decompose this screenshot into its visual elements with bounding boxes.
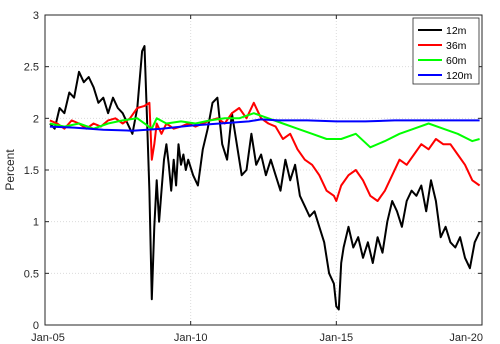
- y-tick-label: 2.5: [24, 62, 39, 74]
- series-layer: [49, 45, 481, 311]
- y-tick-label: 0: [33, 320, 39, 332]
- legend-label-12m: 12m: [446, 25, 467, 37]
- y-tick-label: 1: [33, 217, 39, 229]
- legend-label-120m: 120m: [446, 70, 473, 82]
- legend-label-60m: 60m: [446, 55, 467, 67]
- y-tick-label: 2: [33, 113, 39, 125]
- series-line-120m: [49, 118, 480, 132]
- series-line-60m: [49, 112, 480, 149]
- x-tick-label: Jan-10: [174, 332, 208, 344]
- x-tick-label: Jan-05: [31, 332, 65, 344]
- series-line-36m: [49, 101, 481, 202]
- y-axis-label: Percent: [3, 149, 17, 191]
- y-tick-label: 3: [33, 10, 39, 22]
- grid: [45, 15, 482, 325]
- x-tick-label: Jan-20: [449, 332, 483, 344]
- y-tick-label: 1.5: [24, 165, 39, 177]
- y-tick-label: 0.5: [24, 268, 39, 280]
- x-tick-label: Jan-15: [320, 332, 354, 344]
- legend-label-36m: 36m: [446, 40, 467, 52]
- ticks: 0 0.5 1 1.5 2 2.5 3 Jan-05 Jan-10 Jan-15 Jan-20: [24, 10, 483, 344]
- legend: 12m 36m 60m 120m: [412, 17, 480, 85]
